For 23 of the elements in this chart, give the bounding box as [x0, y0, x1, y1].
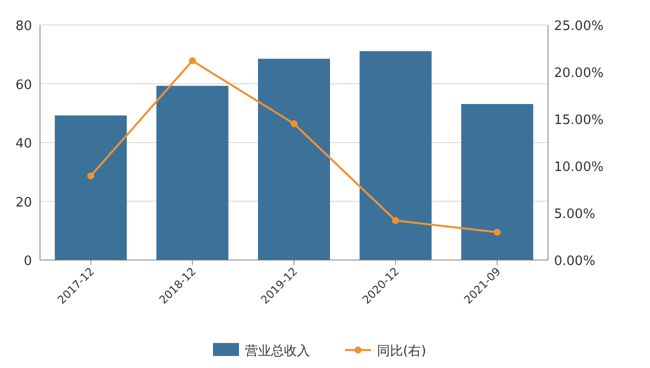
y2-tick-label: 15.00% [554, 113, 604, 128]
y-tick-label: 0 [24, 254, 32, 269]
point [290, 120, 298, 128]
y2-tick-label: 25.00% [554, 19, 604, 34]
point [188, 57, 196, 64]
bar [360, 51, 432, 260]
point [392, 217, 400, 224]
bar [156, 86, 228, 260]
legend-label: 营业总收入 [245, 344, 310, 359]
point [494, 228, 501, 236]
y-tick-label: 20 [15, 195, 32, 210]
bar [461, 104, 534, 260]
y2-tick-label: 0.00% [554, 254, 596, 269]
point [87, 172, 94, 180]
y-tick-label: 80 [15, 19, 32, 34]
bar [54, 115, 127, 260]
legend-label: 同比(右) [377, 344, 426, 359]
y2-tick-label: 10.00% [554, 160, 604, 175]
y2-tick-label: 20.00% [554, 66, 604, 81]
y-tick-label: 60 [15, 78, 32, 93]
bar [258, 58, 330, 260]
y-tick-label: 40 [15, 136, 32, 152]
y2-tick-label: 5.00% [554, 207, 596, 222]
